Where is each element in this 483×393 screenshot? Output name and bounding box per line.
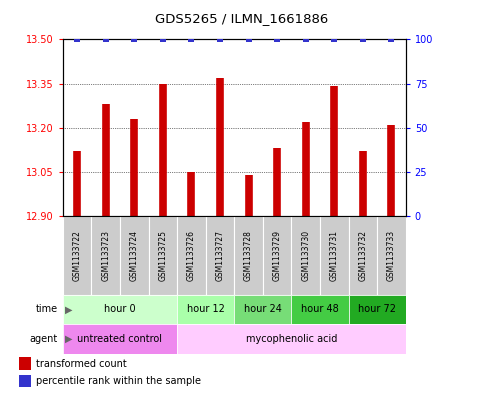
Text: GSM1133724: GSM1133724 [130,230,139,281]
Bar [291,295,349,324]
Text: hour 24: hour 24 [244,305,282,314]
Text: transformed count: transformed count [36,358,127,369]
Text: ▶: ▶ [65,305,73,314]
Bar [263,216,291,295]
Bar [234,216,263,295]
Text: GSM1133733: GSM1133733 [387,230,396,281]
Text: ▶: ▶ [65,334,73,344]
Bar [177,324,406,354]
Text: GSM1133729: GSM1133729 [272,230,282,281]
Bar [63,216,91,295]
Text: GSM1133728: GSM1133728 [244,230,253,281]
Text: time: time [36,305,58,314]
Text: GSM1133727: GSM1133727 [215,230,225,281]
Text: GSM1133725: GSM1133725 [158,230,167,281]
Bar [177,295,234,324]
Text: untreated control: untreated control [77,334,162,344]
Bar [349,216,377,295]
Text: percentile rank within the sample: percentile rank within the sample [36,376,201,386]
Text: GSM1133726: GSM1133726 [187,230,196,281]
Text: GSM1133730: GSM1133730 [301,230,310,281]
Text: mycophenolic acid: mycophenolic acid [246,334,337,344]
Text: hour 48: hour 48 [301,305,339,314]
Bar [320,216,349,295]
Bar [149,216,177,295]
Bar [206,216,234,295]
Bar [120,216,149,295]
Bar [177,216,206,295]
Bar [63,295,177,324]
Text: hour 0: hour 0 [104,305,136,314]
Bar [377,216,406,295]
Text: hour 72: hour 72 [358,305,396,314]
Bar [91,216,120,295]
Bar [63,324,177,354]
Bar [19,357,31,369]
Text: GSM1133731: GSM1133731 [330,230,339,281]
Text: GSM1133732: GSM1133732 [358,230,368,281]
Text: GSM1133722: GSM1133722 [72,230,82,281]
Text: hour 12: hour 12 [187,305,225,314]
Bar [234,295,291,324]
Bar [19,375,31,387]
Text: GSM1133723: GSM1133723 [101,230,110,281]
Text: GDS5265 / ILMN_1661886: GDS5265 / ILMN_1661886 [155,12,328,25]
Bar [349,295,406,324]
Text: agent: agent [30,334,58,344]
Bar [291,216,320,295]
